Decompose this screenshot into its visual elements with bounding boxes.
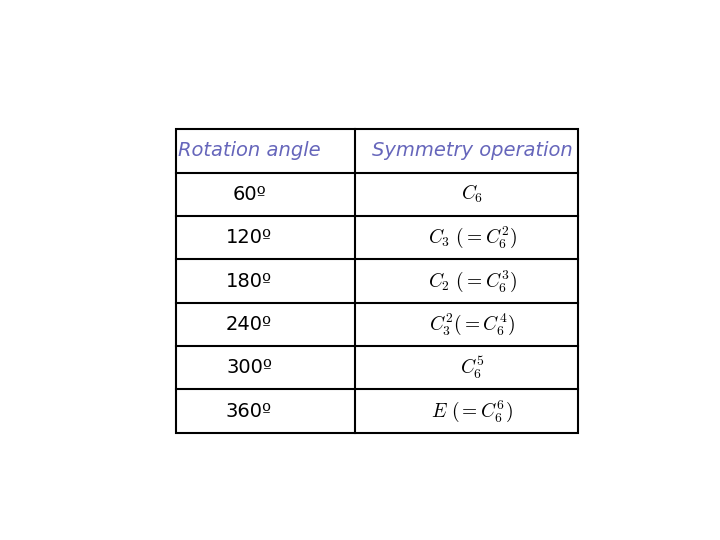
Text: 180º: 180º xyxy=(226,272,272,291)
Text: $C_2\ (= C_6^{3})$: $C_2\ (= C_6^{3})$ xyxy=(428,268,517,294)
Text: 120º: 120º xyxy=(226,228,272,247)
Text: $C_6^{5}$: $C_6^{5}$ xyxy=(460,355,485,381)
Text: $C_3\ (= C_6^{2})$: $C_3\ (= C_6^{2})$ xyxy=(428,225,517,251)
Text: 60º: 60º xyxy=(232,185,266,204)
Text: $C_3^{2}(= C_6^{4})$: $C_3^{2}(= C_6^{4})$ xyxy=(429,312,516,337)
Text: 240º: 240º xyxy=(226,315,272,334)
Text: Symmetry operation: Symmetry operation xyxy=(372,141,572,160)
Bar xyxy=(176,129,578,433)
Text: Rotation angle: Rotation angle xyxy=(178,141,320,160)
Text: $E\ (= C_6^{6})$: $E\ (= C_6^{6})$ xyxy=(431,399,513,424)
Text: $C_6$: $C_6$ xyxy=(462,183,483,205)
Text: 300º: 300º xyxy=(226,358,272,377)
Text: 360º: 360º xyxy=(226,402,272,421)
